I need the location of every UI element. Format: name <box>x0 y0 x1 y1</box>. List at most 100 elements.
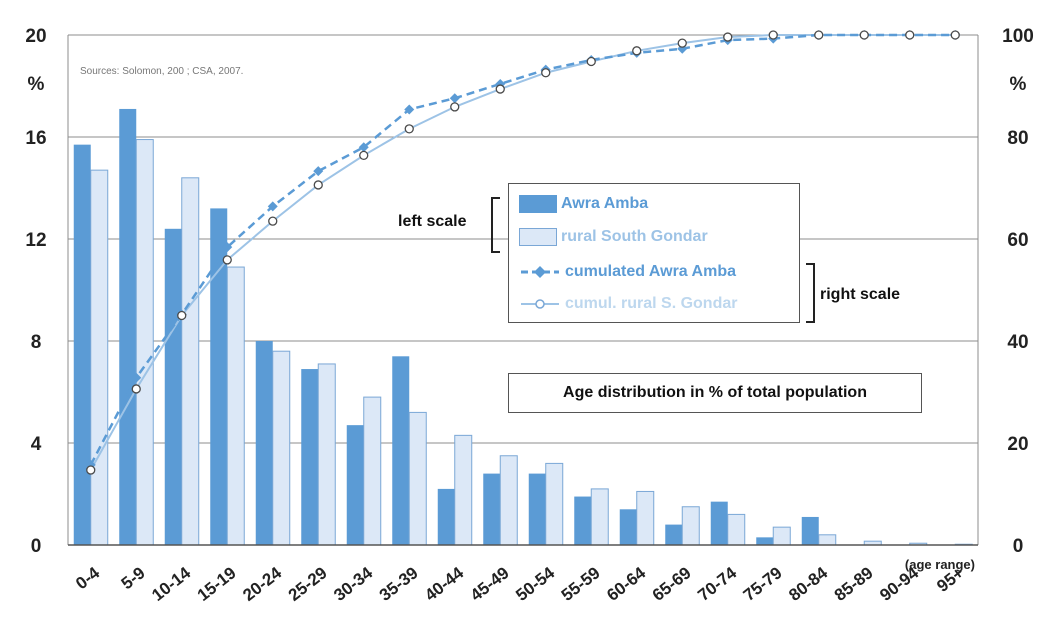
bar-awra-amba <box>392 356 410 545</box>
y-right-tick-label: 20 <box>1007 434 1028 455</box>
point-cumul-rural-s-gondar <box>86 465 96 475</box>
y-left-tick-label: 8 <box>31 332 42 353</box>
x-tick-label: 85-89 <box>831 563 877 605</box>
right-unit-label: % <box>1010 74 1027 95</box>
x-tick-label: 50-54 <box>512 563 558 605</box>
legend-item-rural-south-gondar: rural South Gondar <box>519 225 708 249</box>
bar-rural-south-gondar <box>363 396 382 546</box>
bar-awra-amba <box>346 425 364 545</box>
point-cumulated-awra-amba <box>222 242 233 253</box>
point-cumul-rural-s-gondar <box>359 150 369 161</box>
point-cumul-rural-s-gondar <box>859 30 869 40</box>
x-tick-label: 5-9 <box>118 563 149 593</box>
bar-awra-amba <box>801 516 819 545</box>
right-scale-bracket <box>806 263 815 323</box>
x-tick-label: 45-49 <box>467 563 513 605</box>
point-cumul-rural-s-gondar <box>768 30 778 40</box>
point-cumul-rural-s-gondar <box>177 310 187 321</box>
bar-awra-amba <box>710 501 728 545</box>
point-cumulated-awra-amba <box>267 201 278 212</box>
bar-awra-amba <box>619 509 637 545</box>
x-tick-label: 25-29 <box>285 563 331 605</box>
x-tick-label: 55-59 <box>558 563 604 605</box>
bar-rural-south-gondar <box>681 506 700 546</box>
chart-title: Age distribution in % of total populatio… <box>508 373 922 413</box>
legend-swatch-cumul-rural-s-gondar <box>521 299 559 309</box>
point-cumul-rural-s-gondar <box>222 255 232 265</box>
point-cumulated-awra-amba <box>404 104 415 115</box>
x-tick-label: 20-24 <box>239 563 285 605</box>
lines-layer <box>85 30 961 475</box>
legend-label-rural-south-gondar: rural South Gondar <box>561 228 708 245</box>
bar-rural-south-gondar <box>818 534 837 546</box>
bar-rural-south-gondar <box>499 455 518 546</box>
point-cumul-rural-s-gondar <box>586 56 596 67</box>
legend-item-cumulated-awra-amba: cumulated Awra Amba <box>519 260 736 284</box>
point-cumul-rural-s-gondar <box>541 68 551 78</box>
point-cumul-rural-s-gondar <box>632 46 642 56</box>
bar-rural-south-gondar <box>454 434 473 546</box>
point-cumul-rural-s-gondar <box>268 216 278 226</box>
legend-label-awra-amba: Awra Amba <box>561 195 649 212</box>
legend-item-cumul-rural-s-gondar: cumul. rural S. Gondar <box>519 292 737 316</box>
x-tick-label: 30-34 <box>330 563 376 605</box>
point-cumul-rural-s-gondar <box>677 38 687 48</box>
bar-rural-south-gondar <box>636 490 655 546</box>
bar-rural-south-gondar <box>545 462 564 546</box>
y-left-tick-label: 20 <box>25 26 46 47</box>
bar-rural-south-gondar <box>408 411 427 546</box>
y-left-tick-label: 4 <box>31 434 42 455</box>
bar-awra-amba <box>210 208 228 545</box>
y-right-tick-label: 60 <box>1007 230 1028 251</box>
left-scale-bracket <box>491 197 500 253</box>
x-tick-label: 80-84 <box>785 563 831 605</box>
legend-item-awra-amba: Awra Amba <box>519 192 648 216</box>
x-tick-label: 35-39 <box>376 563 422 605</box>
legend-label-cumulated-awra-amba: cumulated Awra Amba <box>565 263 737 280</box>
line-cumulated-awra-amba <box>89 33 956 466</box>
bar-rural-south-gondar <box>135 139 154 546</box>
point-cumulated-awra-amba <box>449 93 460 104</box>
point-cumul-rural-s-gondar <box>814 30 824 40</box>
bars-layer <box>73 108 973 546</box>
bar-rural-south-gondar <box>727 513 746 546</box>
right-scale-label: right scale <box>820 286 901 303</box>
x-tick-label: 0-4 <box>72 563 103 593</box>
bar-awra-amba <box>73 144 91 545</box>
y-left-tick-label: 12 <box>25 230 46 251</box>
bar-rural-south-gondar <box>590 488 609 546</box>
point-cumul-rural-s-gondar <box>313 180 323 190</box>
point-cumulated-awra-amba <box>131 372 142 383</box>
y-right-tick-label: 0 <box>1013 536 1024 557</box>
left-unit-label: % <box>28 74 45 95</box>
bar-awra-amba <box>756 537 774 545</box>
y-right-tick-label: 80 <box>1007 128 1028 149</box>
point-cumul-rural-s-gondar <box>495 84 505 94</box>
chart-legend: Awra Amba rural South Gondar cumulated A… <box>508 183 800 323</box>
y-left-tick-label: 0 <box>31 536 42 557</box>
bar-rural-south-gondar <box>181 177 200 546</box>
source-note: Sources: Solomon, 200 ; CSA, 2007. <box>80 66 243 77</box>
point-cumulated-awra-amba <box>313 166 324 177</box>
bar-awra-amba <box>437 488 455 545</box>
bar-awra-amba <box>483 473 501 545</box>
bar-awra-amba <box>164 228 182 546</box>
point-cumul-rural-s-gondar <box>404 124 414 134</box>
point-cumul-rural-s-gondar <box>723 32 733 42</box>
bar-awra-amba <box>119 108 137 545</box>
point-cumul-rural-s-gondar <box>950 30 960 40</box>
x-tick-label: 65-69 <box>649 563 695 605</box>
bar-rural-south-gondar <box>226 266 245 546</box>
point-cumul-rural-s-gondar <box>905 30 915 40</box>
point-cumulated-awra-amba <box>358 142 369 153</box>
bar-awra-amba <box>255 341 273 545</box>
y-right-tick-label: 100 <box>1002 26 1034 47</box>
bar-rural-south-gondar <box>772 526 791 546</box>
x-tick-label: 60-64 <box>603 563 649 605</box>
bar-rural-south-gondar <box>272 350 291 546</box>
bar-awra-amba <box>528 473 546 545</box>
legend-swatch-awra-amba <box>519 195 557 213</box>
left-scale-label: left scale <box>398 213 467 230</box>
x-tick-label: 75-79 <box>740 563 786 605</box>
